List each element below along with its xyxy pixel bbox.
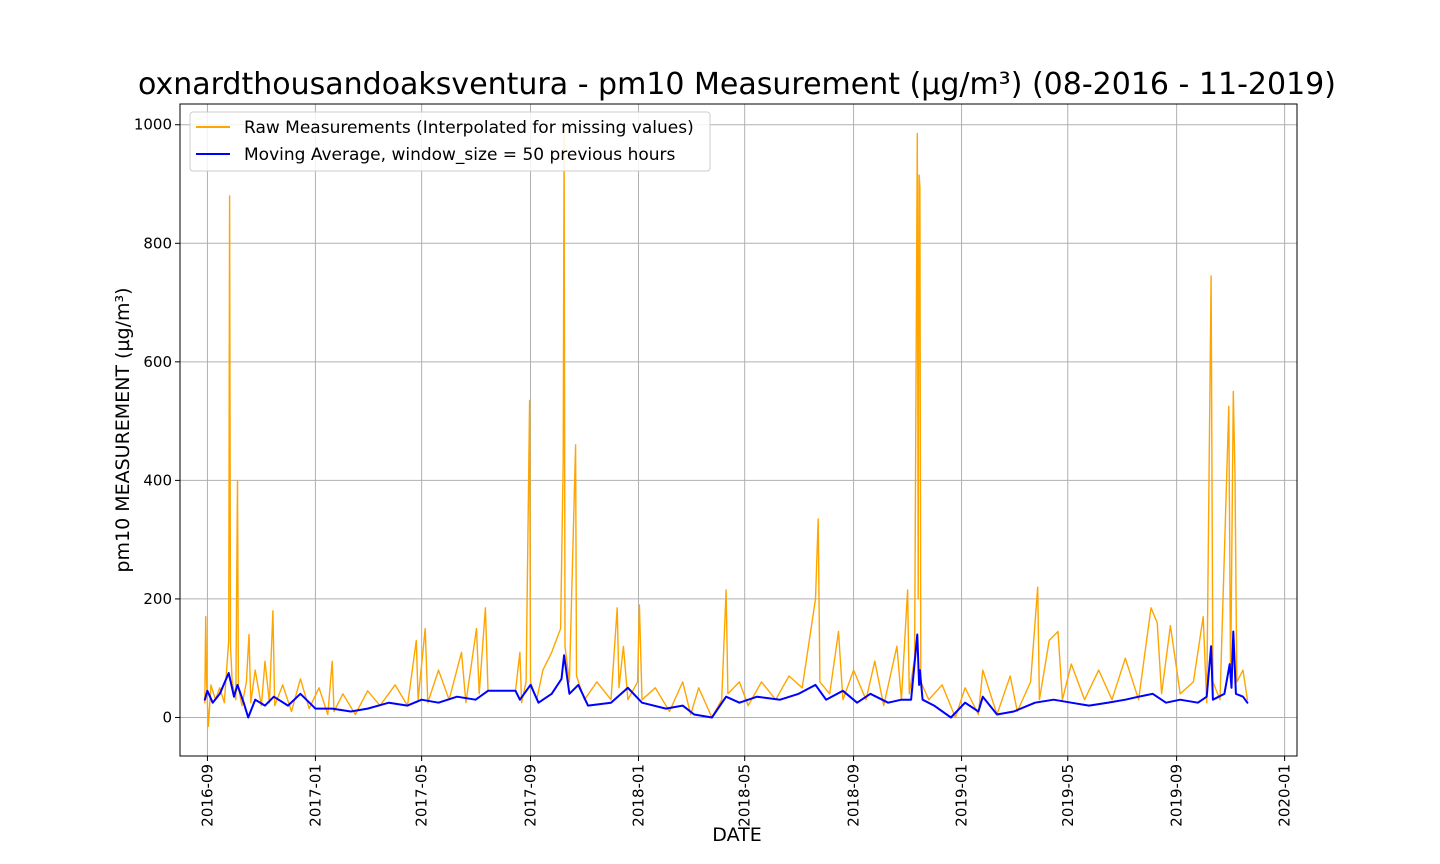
- legend: Raw Measurements (Interpolated for missi…: [189, 111, 711, 172]
- x-tick-label: 2019-05: [1059, 764, 1077, 827]
- plot-frame: [179, 103, 1298, 757]
- moving-average-series-line: [203, 630, 1249, 719]
- y-tick-label: 800: [143, 234, 172, 252]
- legend-moving-average-label: Moving Average, window_size = 50 previou…: [244, 145, 676, 165]
- x-tick-label: 2020-01: [1276, 764, 1294, 827]
- plot-layer: [203, 130, 1249, 728]
- x-tick-label: 2016-09: [198, 764, 216, 827]
- y-tick-label: 1000: [134, 116, 172, 134]
- x-tick-label: 2019-09: [1168, 764, 1186, 827]
- raw-measurements-series-line: [204, 130, 1249, 728]
- y-tick-label: 400: [143, 471, 172, 489]
- x-tick-label: 2018-01: [629, 764, 647, 827]
- x-tick-label: 2018-05: [736, 764, 754, 827]
- legend-raw-label: Raw Measurements (Interpolated for missi…: [244, 118, 694, 138]
- y-axis-label: pm10 MEASUREMENT (µg/m³): [112, 287, 134, 572]
- chart-title: oxnardthousandoaksventura - pm10 Measure…: [138, 67, 1336, 102]
- tick-layer: 2016-09 2017-01 2017-05 2017-09 2018-01 2018-…: [134, 116, 1294, 827]
- y-tick-label: 200: [143, 590, 172, 608]
- grid-layer: [180, 104, 1297, 756]
- legend-box: [189, 111, 711, 172]
- y-tick-label: 600: [143, 353, 172, 371]
- x-tick-label: 2017-01: [306, 764, 324, 827]
- y-tick-label: 0: [162, 708, 172, 726]
- x-tick-label: 2019-01: [953, 764, 971, 827]
- x-tick-label: 2017-05: [413, 764, 431, 827]
- x-axis-label: DATE: [712, 824, 761, 846]
- x-tick-label: 2018-09: [845, 764, 863, 827]
- x-tick-label: 2017-09: [522, 764, 540, 827]
